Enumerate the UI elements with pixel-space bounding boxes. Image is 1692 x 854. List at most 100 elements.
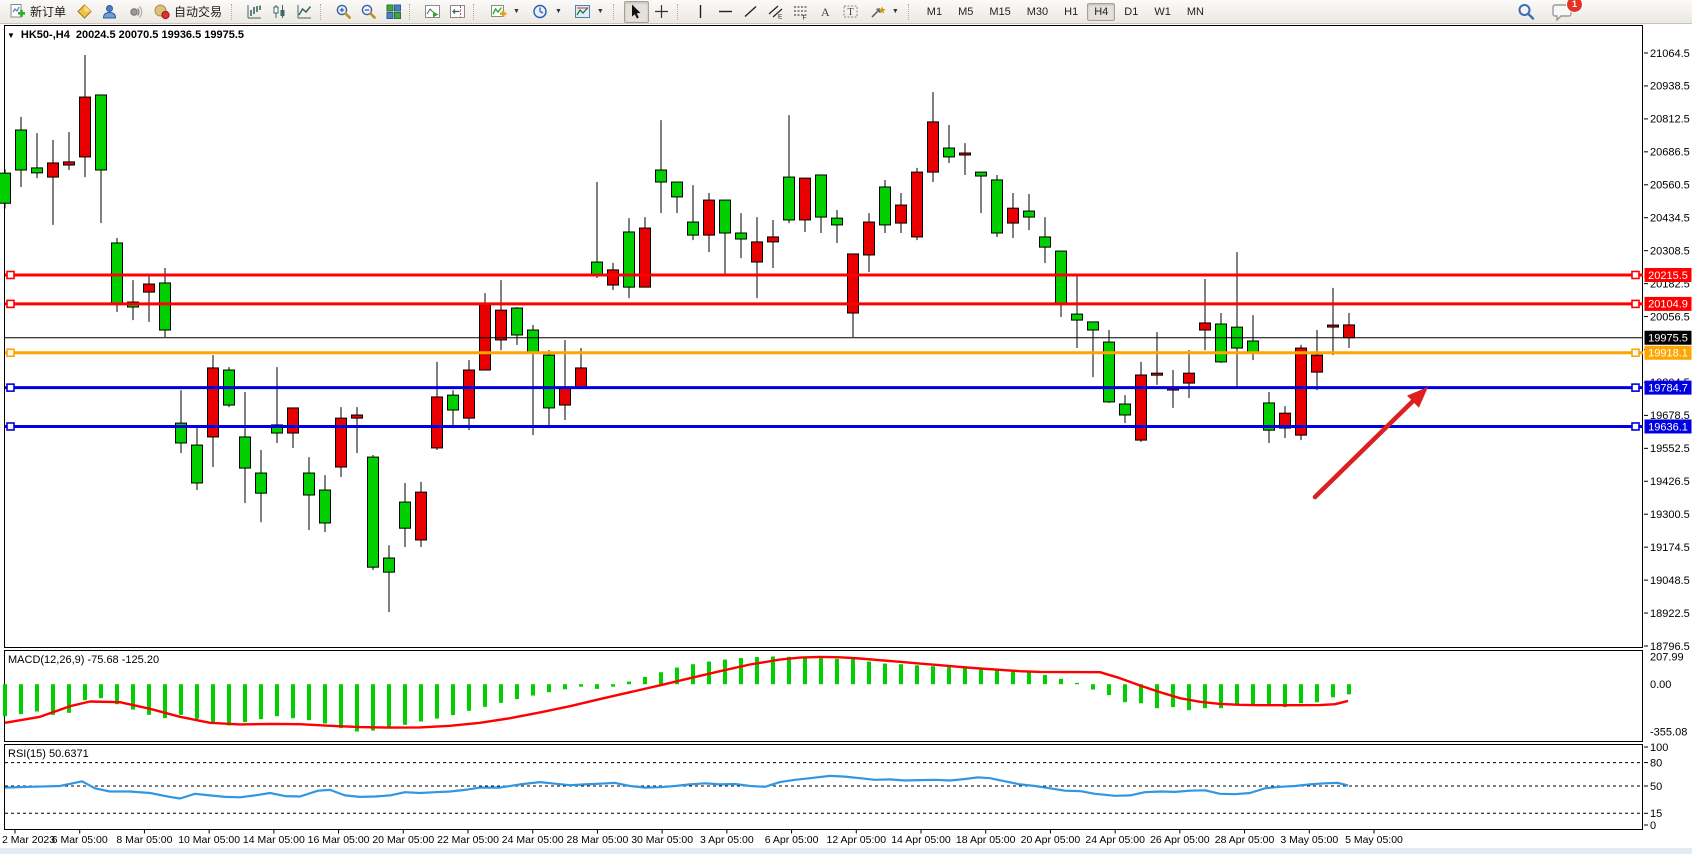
chart-header: ▼ HK50-,H4 20024.5 20070.5 19936.5 19975… [7,29,244,41]
macd-histogram-bar [1027,671,1031,685]
candle-body [1183,372,1195,384]
zoom-out-button[interactable] [356,1,381,23]
level-price-badge [1644,296,1692,311]
level-anchor[interactable] [6,299,15,309]
price-tick-label: 20056.5 [1650,311,1690,323]
periods-button[interactable]: ▼ [526,1,568,23]
timeframe-H4[interactable]: H4 [1087,2,1116,21]
candle-body [0,172,11,204]
timeframe-M30[interactable]: M30 [1026,5,1049,18]
chart-shift-icon [450,5,466,18]
metaeditor-button[interactable] [72,1,97,23]
person-icon [103,5,117,19]
auto-scroll-button[interactable] [420,1,445,23]
macd-histogram-bar [883,663,887,685]
macd-scale-label: 0.00 [1650,679,1671,691]
timeframe-M1[interactable]: M1 [926,5,943,18]
macd-histogram-bar [179,684,183,715]
macd-histogram-bar [1155,684,1159,709]
candle-body [1327,324,1339,328]
candle-body [1007,207,1019,224]
zoom-in-button[interactable] [331,1,356,23]
channel-tool-button[interactable]: E [763,1,788,23]
level-anchor[interactable] [6,348,15,358]
macd-histogram-bar [1315,684,1319,703]
level-anchor[interactable] [1631,299,1640,309]
macd-histogram-bar [723,659,727,685]
rsi-plot[interactable] [4,744,1643,830]
macd-histogram-bar [1267,684,1271,706]
rsi-scale-label: 0 [1650,820,1656,832]
crosshair-tool-button[interactable] [649,1,674,23]
macd-histogram-bar [307,684,311,721]
auto-trading-icon [154,4,170,20]
macd-histogram-bar [963,667,967,685]
macd-histogram-bar [291,684,295,719]
cursor-tool-button[interactable] [623,0,649,23]
macd-histogram-bar [1219,684,1223,709]
level-anchor[interactable] [6,383,15,392]
new-order-button[interactable]: 新订单 [3,1,72,23]
timeframe-D1[interactable]: D1 [1124,5,1139,18]
macd-histogram-bar [163,684,167,719]
macd-histogram-bar [627,681,631,685]
notifications-button[interactable]: 1 [1552,0,1583,22]
arrows-tool-button[interactable]: ▼ [863,1,905,23]
rsi-indicator: 100 80 50 150 [4,742,1668,832]
level-anchor[interactable] [6,270,15,280]
candle-body [991,179,1003,234]
macd-histogram-bar [1075,682,1079,685]
bar-chart-button[interactable] [242,1,267,23]
level-price-badge [1644,267,1692,282]
fibonacci-tool-button[interactable]: F [788,1,813,23]
text-label-tool-button[interactable]: T [838,1,863,23]
tile-windows-button[interactable] [381,1,406,23]
candle-body [719,199,731,234]
horizontal-line-tool-button[interactable] [713,1,738,23]
price-tick-label: 18796.5 [1650,641,1690,653]
candlestick-chart-button[interactable] [267,1,292,23]
candle-body [1199,322,1211,331]
indicators-button[interactable]: ▼ [484,1,526,23]
macd-histogram-bar [323,684,327,724]
chart-shift-button[interactable] [445,1,470,23]
crosshair-icon [654,5,668,18]
macd-histogram-bar [771,656,775,685]
macd-plot[interactable] [4,650,1643,742]
trendline-tool-button[interactable] [738,1,763,23]
timeframe-M15[interactable]: M15 [989,5,1011,18]
timeframe-MN[interactable]: MN [1186,5,1204,18]
main-chart-plot[interactable] [4,25,1643,648]
search-button[interactable] [1516,2,1536,22]
vertical-line-tool-button[interactable] [688,1,713,23]
candle-body [959,152,971,156]
community-button[interactable] [97,1,122,23]
macd-histogram-bar [787,656,791,685]
toolbar-separator [320,3,328,20]
level-anchor[interactable] [1631,348,1640,358]
macd-scale-label: 207.99 [1650,651,1684,663]
macd-histogram-bar [483,684,487,707]
text-tool-button[interactable]: A [813,1,838,23]
macd-histogram-bar [259,684,263,720]
chart-collapse-icon[interactable]: ▼ [7,30,15,40]
templates-button[interactable]: ▼ [568,1,610,23]
alerts-button[interactable] [122,1,147,23]
macd-histogram-bar [339,684,343,729]
timeframe-W1[interactable]: W1 [1154,5,1171,18]
price-tick-label: 19174.5 [1650,542,1690,554]
timeframe-H1[interactable]: H1 [1064,5,1079,18]
macd-histogram-bar [403,684,407,725]
auto-trading-button[interactable]: 自动交易 [147,1,228,23]
macd-scale-label: -355.08 [1650,726,1687,738]
timeframe-M5[interactable]: M5 [958,5,974,18]
level-anchor[interactable] [6,422,15,431]
level-anchor[interactable] [1631,383,1640,392]
trend-arrow[interactable] [1312,387,1428,500]
line-chart-button[interactable] [292,1,317,23]
level-anchor[interactable] [1631,422,1640,431]
level-anchor[interactable] [1631,270,1640,280]
price-tick-label: 19552.5 [1650,443,1690,455]
